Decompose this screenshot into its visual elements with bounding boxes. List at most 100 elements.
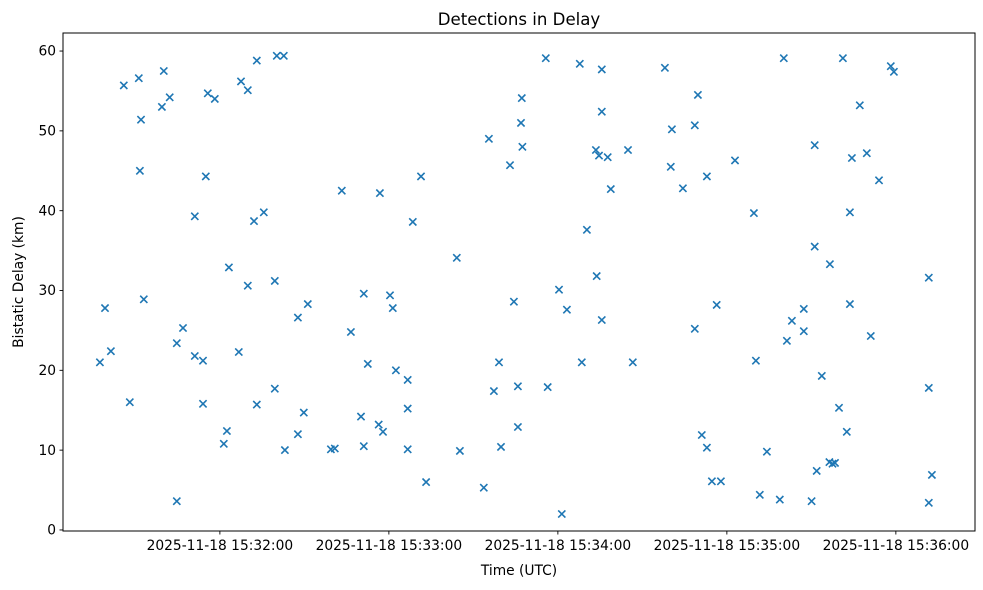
data-point	[775, 495, 784, 504]
data-point	[591, 145, 601, 155]
data-point	[201, 172, 210, 181]
y-tick-label: 0	[47, 523, 56, 539]
data-point	[886, 62, 895, 71]
data-point	[293, 430, 303, 439]
data-point	[842, 427, 851, 436]
x-tick-label: 2025-11-18 15:34:00	[485, 538, 632, 554]
data-point	[730, 156, 740, 165]
x-tick-label: 2025-11-18 15:32:00	[147, 538, 294, 554]
data-point	[517, 93, 526, 103]
data-point	[779, 54, 788, 63]
data-point	[489, 386, 499, 396]
data-point	[106, 347, 116, 356]
data-point	[421, 477, 431, 487]
data-point	[702, 443, 712, 452]
data-point	[455, 446, 465, 456]
data-point	[866, 331, 875, 341]
data-point	[575, 59, 584, 68]
data-point	[198, 399, 208, 408]
data-point	[845, 299, 855, 309]
data-point-layer	[95, 51, 937, 519]
data-point	[388, 303, 397, 313]
data-point	[385, 291, 395, 300]
data-point	[924, 383, 933, 393]
data-point	[597, 107, 606, 116]
data-point	[403, 445, 412, 454]
data-point	[249, 216, 259, 226]
data-point	[697, 430, 706, 440]
data-point	[582, 225, 592, 234]
data-point	[799, 327, 808, 336]
data-point	[817, 371, 826, 381]
data-point	[484, 134, 494, 143]
data-point	[359, 289, 368, 298]
data-point	[660, 63, 670, 72]
data-point	[293, 313, 303, 322]
data-point	[592, 271, 601, 281]
data-point	[562, 305, 572, 314]
data-point	[243, 281, 252, 290]
data-point	[628, 358, 637, 367]
data-point	[190, 351, 199, 361]
data-point	[252, 56, 261, 65]
data-point	[874, 176, 884, 185]
data-point	[693, 90, 703, 100]
data-point	[807, 497, 816, 506]
x-tick-label: 2025-11-18 15:35:00	[654, 538, 801, 554]
data-point	[513, 422, 523, 432]
data-point	[403, 375, 412, 385]
data-point	[702, 172, 712, 181]
data-point	[505, 161, 515, 170]
data-point	[403, 404, 412, 413]
data-point	[224, 263, 234, 272]
data-point	[623, 145, 633, 155]
data-point	[690, 121, 699, 130]
data-point	[378, 427, 388, 436]
data-point	[159, 66, 168, 76]
y-tick-label: 10	[38, 443, 56, 459]
data-point	[597, 65, 606, 74]
data-point	[259, 208, 268, 217]
data-point	[707, 477, 717, 486]
data-point	[594, 151, 604, 160]
data-point	[203, 89, 212, 98]
data-point	[135, 166, 145, 175]
data-point	[375, 188, 385, 198]
data-point	[252, 400, 261, 409]
data-point	[855, 101, 864, 110]
data-point	[416, 172, 426, 181]
data-point	[479, 483, 488, 492]
data-point	[845, 208, 855, 217]
data-point	[178, 323, 188, 333]
data-point	[597, 315, 606, 325]
data-point	[516, 118, 526, 128]
data-point	[513, 382, 523, 391]
data-point	[198, 356, 208, 365]
data-point	[751, 356, 761, 365]
data-point	[830, 458, 840, 468]
data-point	[165, 93, 174, 102]
data-point	[862, 149, 871, 158]
data-point	[119, 81, 128, 90]
data-point	[279, 51, 288, 60]
data-point	[303, 299, 312, 309]
data-point	[554, 285, 564, 294]
data-point	[219, 439, 228, 448]
data-point	[606, 184, 615, 194]
data-point	[337, 186, 346, 195]
data-point	[755, 490, 764, 499]
data-point	[541, 54, 550, 63]
data-point	[356, 412, 366, 421]
data-point	[812, 466, 821, 476]
tick-layer: 2025-11-18 15:32:00 2025-11-18 15:33:00 20…	[38, 44, 969, 554]
data-point	[825, 260, 835, 269]
data-point	[139, 295, 148, 304]
data-point	[125, 398, 134, 407]
data-point	[157, 102, 167, 112]
x-tick-label: 2025-11-18 15:33:00	[316, 538, 463, 554]
data-point	[828, 459, 837, 468]
data-point	[518, 142, 527, 151]
data-point	[690, 324, 699, 333]
y-axis-label: Bistatic Delay (km)	[11, 216, 27, 348]
data-point	[810, 141, 819, 150]
